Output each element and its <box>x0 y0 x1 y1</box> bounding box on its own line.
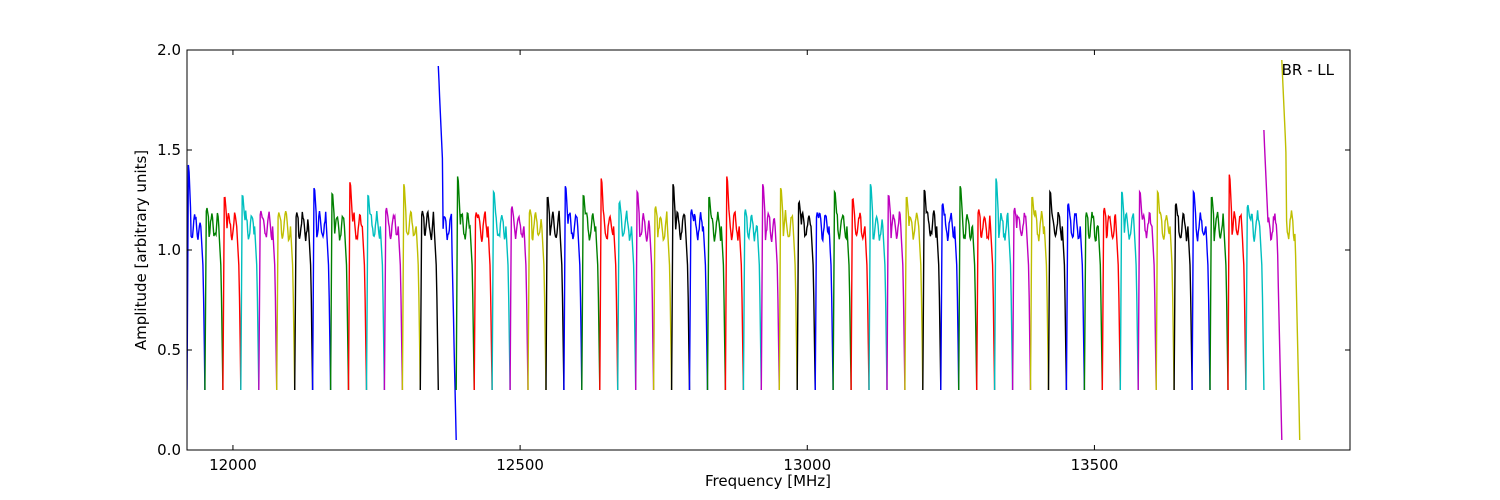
channel-trace <box>473 211 493 391</box>
channel-trace <box>258 210 278 391</box>
x-tick-label: 12500 <box>496 456 544 474</box>
channel-trace <box>1281 59 1301 441</box>
channel-trace <box>760 184 780 391</box>
series-layer <box>187 59 1301 441</box>
channel-trace <box>886 194 906 391</box>
channel-trace <box>1191 189 1211 391</box>
channel-trace <box>1083 211 1103 391</box>
channel-trace <box>617 199 637 391</box>
x-tick-label: 13000 <box>783 456 831 474</box>
y-axis: 0.0 0.5 1.0 1.5 2.0 <box>157 41 1350 459</box>
channel-trace <box>311 187 332 391</box>
channel-trace <box>976 209 996 391</box>
y-tick-label: 1.0 <box>157 241 181 259</box>
y-tick-label: 1.5 <box>157 141 181 159</box>
channel-trace <box>670 184 691 391</box>
channel-trace <box>688 209 709 391</box>
channel-trace <box>563 186 583 391</box>
y-tick-label: 0.0 <box>157 441 181 459</box>
x-tick-label: 13500 <box>1071 456 1119 474</box>
channel-trace <box>455 176 475 391</box>
x-axis: 12000 12500 13000 13500 <box>209 50 1118 474</box>
channel-trace <box>1173 203 1193 391</box>
channel-trace <box>401 184 421 391</box>
channel-trace <box>904 196 924 391</box>
channel-trace <box>706 196 727 391</box>
channel-trace <box>383 207 404 391</box>
channel-trace <box>1209 196 1229 391</box>
channel-trace <box>1245 204 1265 391</box>
channel-trace <box>1065 203 1086 391</box>
channel-trace <box>868 184 888 391</box>
channel-trace <box>850 197 870 391</box>
channel-trace <box>491 189 511 391</box>
channel-trace <box>581 194 601 391</box>
chart-annotation: BR - LL <box>1282 61 1335 79</box>
channel-trace <box>958 186 978 391</box>
channel-trace <box>742 209 762 391</box>
channel-trace <box>545 196 565 391</box>
channel-trace <box>527 209 547 391</box>
channel-trace <box>1029 196 1050 391</box>
channel-trace <box>294 211 314 391</box>
x-tick-label: 12000 <box>209 456 257 474</box>
channel-trace <box>365 194 386 391</box>
channel-trace <box>240 194 260 391</box>
channel-trace <box>778 187 798 391</box>
channel-trace <box>329 191 350 391</box>
channel-trace <box>509 206 529 391</box>
channel-trace <box>419 209 439 391</box>
channel-trace <box>832 189 852 391</box>
channel-trace <box>599 178 619 391</box>
channel-trace <box>635 189 655 391</box>
channel-trace <box>724 176 745 391</box>
channel-trace <box>940 203 960 391</box>
channel-trace <box>1101 207 1121 391</box>
channel-trace <box>1047 189 1068 391</box>
channel-trace <box>1137 189 1157 391</box>
channel-trace <box>1155 189 1175 391</box>
channel-trace <box>652 206 673 391</box>
channel-trace <box>276 211 296 391</box>
channel-trace <box>222 196 242 391</box>
y-tick-label: 2.0 <box>157 41 181 59</box>
channel-trace <box>993 178 1014 391</box>
channel-trace <box>1227 174 1247 391</box>
channel-trace <box>1011 207 1032 391</box>
y-tick-label: 0.5 <box>157 341 181 359</box>
channel-trace <box>187 164 206 391</box>
channel-trace <box>347 182 368 391</box>
channel-trace <box>796 199 816 391</box>
y-axis-label: Amplitude [arbitrary units] <box>132 150 150 350</box>
channel-trace <box>437 65 457 441</box>
channel-trace <box>1263 129 1283 441</box>
channel-trace <box>204 207 224 391</box>
channel-trace <box>814 212 834 391</box>
channel-trace <box>922 189 942 391</box>
channel-trace <box>1119 191 1139 391</box>
x-axis-label: Frequency [MHz] <box>705 472 831 490</box>
